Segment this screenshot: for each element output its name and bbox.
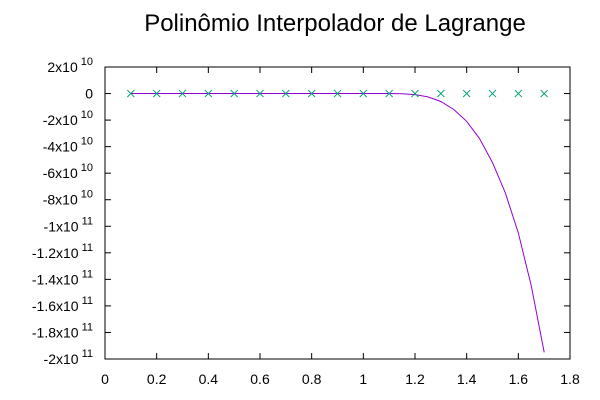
chart-title: Polinômio Interpolador de Lagrange <box>144 10 526 37</box>
x-tick-label: 0 <box>101 371 109 387</box>
y-tick-mantissa: 0 <box>85 86 93 102</box>
data-point-marker <box>256 89 264 98</box>
y-tick-exponent: 11 <box>82 321 93 333</box>
y-tick-mantissa: -1.4x10 <box>32 271 79 287</box>
y-tick-exponent: 10 <box>81 109 93 121</box>
y-tick-label: -6x10 10 <box>43 162 93 181</box>
y-tick-label: -1x10 11 <box>44 215 93 234</box>
x-tick-label: 1.8 <box>560 371 580 387</box>
x-tick-label: 0.4 <box>199 371 219 387</box>
y-tick-mantissa: -2x10 <box>43 112 78 128</box>
interpolating-polynomial-line <box>130 93 545 353</box>
data-point-marker <box>514 89 523 98</box>
y-tick-label: -4x10 10 <box>43 136 93 155</box>
y-tick-label: -1.4x10 11 <box>32 268 93 287</box>
y-tick-mantissa: -8x10 <box>43 192 78 208</box>
y-tick-mantissa: -4x10 <box>43 139 78 155</box>
y-tick-exponent: 10 <box>81 189 93 201</box>
data-point-marker <box>462 89 471 98</box>
y-tick-label: -2x10 10 <box>43 109 93 128</box>
y-tick-label: -8x10 10 <box>43 189 93 208</box>
y-tick-mantissa: -1.2x10 <box>32 245 79 261</box>
y-tick-mantissa: -1x10 <box>44 218 79 234</box>
data-point-marker <box>411 89 419 98</box>
y-tick-mantissa: -1.6x10 <box>32 298 79 314</box>
data-point-marker <box>359 89 368 98</box>
x-tick-label: 1.2 <box>405 371 425 387</box>
y-tick-mantissa: -2x10 <box>44 351 79 367</box>
x-tick-label: 1 <box>359 371 367 387</box>
data-point-marker <box>152 89 161 98</box>
data-point-marker <box>178 89 187 98</box>
y-tick-label: -1.6x10 11 <box>32 295 93 314</box>
y-tick-label: -1.8x10 11 <box>32 321 93 340</box>
data-point-marker <box>126 89 135 98</box>
data-point-marker <box>436 89 445 98</box>
y-tick-mantissa: -1.8x10 <box>32 324 79 340</box>
y-tick-exponent: 11 <box>82 215 93 227</box>
plot-frame <box>104 66 571 360</box>
data-point-marker <box>204 89 213 98</box>
y-tick-exponent: 11 <box>82 348 93 360</box>
series <box>126 89 549 353</box>
y-tick-label: -2x10 11 <box>44 348 93 367</box>
y-tick-mantissa: 2x10 <box>47 59 78 75</box>
data-point-marker <box>540 89 549 98</box>
data-point-marker <box>281 89 290 98</box>
y-tick-exponent: 11 <box>82 295 93 307</box>
data-point-marker <box>488 89 497 98</box>
data-point-marker <box>230 89 239 98</box>
x-tick-label: 1.4 <box>457 371 477 387</box>
y-tick-exponent: 10 <box>81 136 93 148</box>
x-tick-label: 0.6 <box>250 371 270 387</box>
x-tick-label: 0.8 <box>302 371 322 387</box>
x-tick-label: 0.2 <box>147 371 167 387</box>
y-tick-exponent: 10 <box>81 162 93 174</box>
y-tick-exponent: 11 <box>82 242 93 254</box>
data-point-marker <box>385 89 394 98</box>
data-point-marker <box>307 89 316 98</box>
y-tick-mantissa: -6x10 <box>43 165 78 181</box>
y-tick-exponent: 10 <box>81 56 93 68</box>
y-tick-label: -1.2x10 11 <box>32 242 93 261</box>
y-tick-label: 2x10 10 <box>47 56 93 75</box>
y-tick-exponent: 11 <box>82 268 93 280</box>
data-point-marker <box>333 89 342 98</box>
y-tick-label: 0 <box>85 86 93 102</box>
x-tick-label: 1.6 <box>509 371 529 387</box>
